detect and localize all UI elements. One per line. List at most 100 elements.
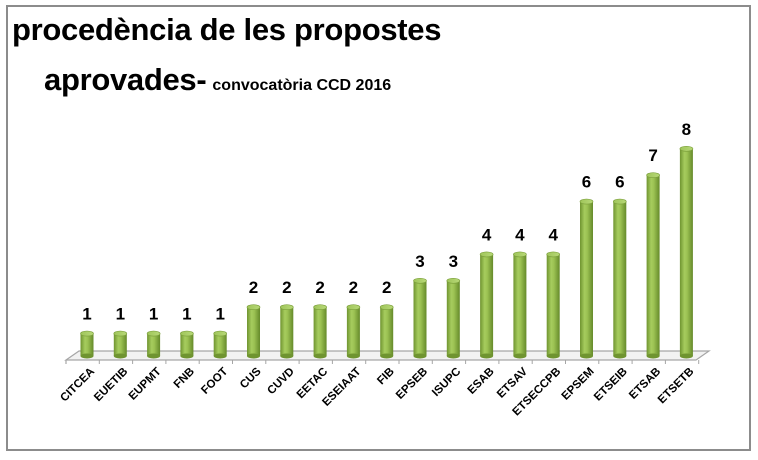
- bar-body: [546, 254, 560, 356]
- bar: [313, 304, 327, 359]
- x-tick-label: EPSEB: [394, 366, 430, 402]
- data-label: 3: [449, 252, 458, 271]
- bar-body: [513, 254, 527, 356]
- data-label: 2: [349, 278, 358, 297]
- data-label: 2: [249, 278, 258, 297]
- data-label: 1: [116, 305, 125, 324]
- bar: [612, 198, 627, 359]
- bar-body: [646, 175, 660, 356]
- bar: [513, 251, 527, 359]
- bar-bottom: [213, 353, 227, 359]
- bar-body: [446, 280, 460, 356]
- data-label: 4: [482, 225, 492, 244]
- x-tick-label: ESAB: [466, 366, 497, 397]
- bar-top: [612, 198, 627, 205]
- bar: [113, 330, 128, 359]
- x-tick-label: ISUPC: [430, 366, 463, 399]
- bar-body: [313, 307, 327, 356]
- x-tick-label: EUETIB: [92, 366, 130, 404]
- bar: [80, 330, 94, 359]
- bar-top: [146, 330, 161, 337]
- bar: [180, 330, 194, 359]
- x-tick-label: FOOT: [199, 366, 230, 397]
- x-tick-label: CUS: [238, 365, 264, 391]
- bar-top: [246, 304, 261, 311]
- bar-bottom: [513, 353, 527, 359]
- bar: [646, 172, 660, 359]
- bar-bottom: [113, 353, 127, 359]
- bar: [146, 330, 161, 359]
- bar-bottom: [346, 353, 360, 359]
- data-label: 2: [315, 278, 324, 297]
- bar: [446, 277, 461, 359]
- data-label: 1: [149, 305, 158, 324]
- bar-top: [313, 304, 327, 311]
- bar-body: [180, 333, 194, 356]
- data-label: 1: [82, 305, 91, 324]
- chart-frame: [6, 5, 751, 451]
- bar-top: [346, 304, 361, 311]
- bar-top: [646, 172, 660, 178]
- bar-bottom: [446, 353, 460, 359]
- data-label: 4: [548, 225, 558, 244]
- bar: [579, 198, 594, 359]
- bar-top: [679, 146, 694, 152]
- bar-bottom: [679, 353, 693, 359]
- data-label: 1: [215, 305, 224, 324]
- bar-bottom: [380, 353, 394, 359]
- x-tick-label: EPSEM: [560, 366, 597, 403]
- bar-top: [546, 251, 561, 258]
- x-tick-label: CUVD: [265, 366, 297, 398]
- bar: [279, 304, 294, 359]
- data-label: 2: [382, 278, 391, 297]
- bar: [479, 251, 494, 359]
- bar-body: [613, 201, 627, 356]
- x-tick-label: ETSETB: [656, 366, 697, 407]
- bar-top: [213, 330, 227, 337]
- x-tick-label: FIB: [375, 366, 397, 388]
- data-label: 7: [648, 146, 657, 165]
- bar: [213, 330, 227, 359]
- bar: [246, 304, 261, 359]
- bar-bottom: [180, 353, 194, 359]
- x-tick-label: FNB: [172, 366, 197, 391]
- bar-body: [580, 201, 593, 356]
- bar: [679, 146, 694, 359]
- data-label: 1: [182, 305, 191, 324]
- bar: [346, 304, 361, 359]
- x-axis-ticks: [65, 360, 700, 364]
- bar: [413, 277, 427, 359]
- bar-top: [479, 251, 494, 258]
- x-tick-label: EUPMT: [127, 366, 164, 403]
- bar-body: [213, 333, 227, 356]
- bar-top: [113, 330, 128, 337]
- bar-bottom: [546, 353, 560, 359]
- data-labels-group: 1 1 1 1 1 2 2 2 2 2 3 3 4 4 4 6 6 7 8: [82, 120, 691, 324]
- bar-bottom: [147, 353, 161, 359]
- bars-group: [80, 146, 694, 359]
- bar-bottom: [80, 353, 94, 359]
- bar-top: [579, 198, 594, 205]
- bar: [379, 304, 394, 359]
- bar-body: [280, 307, 294, 356]
- bar-body: [413, 280, 427, 356]
- bar-top: [279, 304, 294, 311]
- bar-bottom: [247, 353, 260, 359]
- data-label: 2: [282, 278, 291, 297]
- bar-bottom: [480, 353, 494, 359]
- bar-body: [480, 254, 494, 356]
- bar-top: [379, 304, 394, 311]
- bar-body: [679, 148, 693, 356]
- bar-bottom: [646, 353, 660, 359]
- bar-body: [380, 307, 394, 356]
- bar-top: [513, 251, 527, 258]
- chart-title-line1: procedència de les propostes: [12, 12, 442, 47]
- bar-bottom: [313, 353, 327, 359]
- bar-body: [346, 307, 360, 356]
- x-tick-label: CITCEA: [58, 366, 97, 405]
- data-label: 6: [615, 173, 624, 192]
- bar-body: [113, 333, 127, 356]
- bar-body: [80, 333, 94, 356]
